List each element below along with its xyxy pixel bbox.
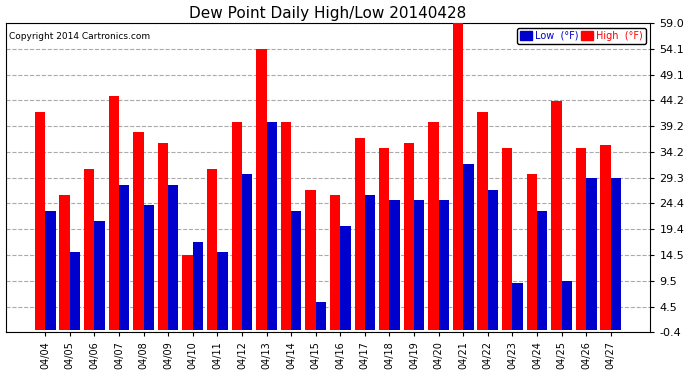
Bar: [217, 252, 228, 330]
Bar: [330, 195, 340, 330]
Bar: [256, 49, 266, 330]
Text: Copyright 2014 Cartronics.com: Copyright 2014 Cartronics.com: [9, 32, 150, 41]
Bar: [586, 178, 597, 330]
Bar: [379, 148, 389, 330]
Bar: [182, 255, 193, 330]
Bar: [144, 206, 154, 330]
Bar: [46, 211, 55, 330]
Title: Dew Point Daily High/Low 20140428: Dew Point Daily High/Low 20140428: [189, 6, 466, 21]
Bar: [355, 138, 365, 330]
Bar: [600, 146, 611, 330]
Bar: [537, 211, 547, 330]
Bar: [389, 200, 400, 330]
Bar: [488, 190, 498, 330]
Bar: [551, 101, 562, 330]
Bar: [158, 143, 168, 330]
Bar: [281, 122, 291, 330]
Bar: [35, 112, 46, 330]
Bar: [513, 284, 523, 330]
Legend: Low  (°F), High  (°F): Low (°F), High (°F): [518, 28, 646, 44]
Bar: [502, 148, 513, 330]
Bar: [404, 143, 414, 330]
Bar: [453, 23, 463, 330]
Bar: [340, 226, 351, 330]
Bar: [242, 174, 253, 330]
Bar: [193, 242, 203, 330]
Bar: [84, 169, 95, 330]
Bar: [477, 112, 488, 330]
Bar: [576, 148, 586, 330]
Bar: [119, 184, 129, 330]
Bar: [463, 164, 473, 330]
Bar: [59, 195, 70, 330]
Bar: [70, 252, 80, 330]
Bar: [611, 178, 621, 330]
Bar: [207, 169, 217, 330]
Bar: [133, 132, 144, 330]
Bar: [168, 184, 179, 330]
Bar: [306, 190, 316, 330]
Bar: [526, 174, 537, 330]
Bar: [108, 96, 119, 330]
Bar: [291, 211, 302, 330]
Bar: [428, 122, 439, 330]
Bar: [95, 221, 105, 330]
Bar: [365, 195, 375, 330]
Bar: [439, 200, 449, 330]
Bar: [316, 302, 326, 330]
Bar: [414, 200, 424, 330]
Bar: [266, 122, 277, 330]
Bar: [232, 122, 242, 330]
Bar: [562, 281, 572, 330]
